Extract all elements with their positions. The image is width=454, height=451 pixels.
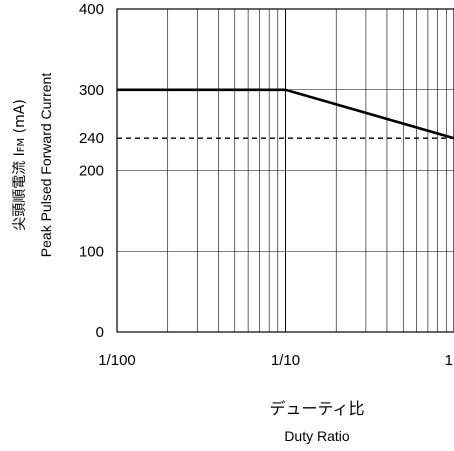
y-tick-label: 300 xyxy=(79,82,104,99)
y-axis-label-japanese-main: 尖頭順電流 I xyxy=(12,152,28,231)
y-axis-label-japanese: 尖頭順電流 IFM (mA) xyxy=(12,99,28,231)
y-axis-label-subscript: FM xyxy=(16,138,27,152)
series-lines xyxy=(117,88,454,140)
y-tick-label: 0 xyxy=(96,324,104,341)
x-axis-label-japanese: デューティ比 xyxy=(269,399,364,418)
x-tick-label: 1 xyxy=(445,352,453,369)
y-tick-label: 100 xyxy=(79,243,104,260)
plot-frame xyxy=(116,8,454,333)
max-current-line xyxy=(117,88,454,140)
y-axis-label-unit: (mA) xyxy=(12,99,28,138)
tick-labels: 0 100 200 240 300 400 1/100 1/10 1 xyxy=(79,1,453,369)
y-tick-label: 200 xyxy=(79,163,104,180)
y-tick-label: 240 xyxy=(79,130,104,147)
y-axis-label-english: Peak Pulsed Forward Current xyxy=(38,73,54,258)
x-tick-label: 1/100 xyxy=(98,352,136,369)
y-tick-label: 400 xyxy=(79,1,104,18)
x-axis-label-english: Duty Ratio xyxy=(284,428,350,444)
x-tick-label: 1/10 xyxy=(271,352,300,369)
grid xyxy=(117,9,454,332)
